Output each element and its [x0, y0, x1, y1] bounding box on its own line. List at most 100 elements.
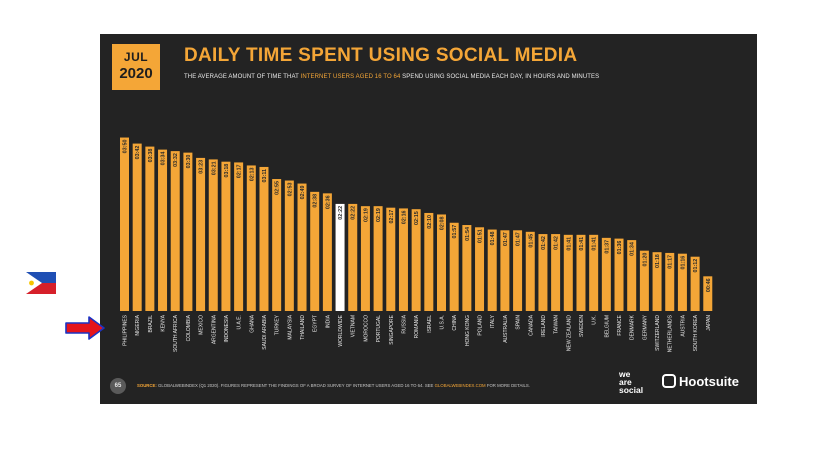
bar-worldwide — [335, 203, 345, 311]
value-label: 01:36 — [617, 241, 623, 255]
bar-denmark — [627, 240, 637, 311]
bar-belgium — [601, 237, 611, 311]
value-label: 01:54 — [465, 227, 471, 241]
category-label: FRANCE — [617, 314, 623, 335]
value-label: 02:19 — [363, 208, 369, 222]
category-label: GHANA — [249, 314, 255, 332]
category-label: INDONESIA — [224, 314, 230, 342]
brand-social: social — [619, 385, 644, 395]
bar-u-k- — [589, 234, 599, 311]
category-label: SPAIN — [516, 315, 522, 330]
category-label: NETHERLANDS — [668, 314, 674, 352]
value-label: 02:49 — [300, 186, 306, 200]
value-label: 01:47 — [503, 232, 509, 246]
value-label: 02:38 — [313, 194, 319, 208]
bar-vietnam — [348, 203, 358, 311]
value-label: 01:51 — [478, 229, 484, 243]
value-label: 02:53 — [287, 183, 293, 197]
bar-italy — [487, 229, 497, 311]
bar-mexico — [196, 157, 206, 311]
bar-nigeria — [132, 143, 142, 311]
value-label: 01:16 — [680, 256, 686, 270]
chart-title: DAILY TIME SPENT USING SOCIAL MEDIA — [184, 45, 578, 66]
value-label: 01:41 — [579, 237, 585, 251]
value-label: 02:13 — [249, 167, 255, 181]
hootsuite-logo: Hootsuite — [662, 374, 739, 389]
value-label: 02:22 — [351, 206, 357, 220]
category-label: MOROCCO — [363, 315, 369, 342]
category-label: SOUTH KOREA — [693, 314, 699, 351]
value-label: 03:11 — [262, 169, 268, 183]
value-label: 02:15 — [414, 211, 420, 225]
bar-sweden — [576, 234, 586, 311]
category-label: SWITZERLAND — [655, 315, 661, 351]
value-label: 03:34 — [161, 152, 167, 166]
bar-morocco — [360, 206, 370, 311]
category-label: KENYA — [161, 314, 167, 331]
bar-taiwan — [551, 234, 561, 311]
category-label: RUSSIA — [401, 314, 407, 333]
value-label: 01:42 — [554, 236, 560, 250]
subtitle-highlight: INTERNET USERS AGED 16 TO 64 — [300, 74, 401, 80]
bar-germany — [639, 250, 649, 311]
category-label: WORLDWIDE — [338, 314, 344, 346]
category-label: SOUTH AFRICA — [173, 314, 179, 352]
bar-saudi-arabia — [259, 166, 269, 311]
source-link[interactable]: GLOBALWEBINDEX.COM — [434, 383, 486, 388]
source-text: GLOBALWEBINDEX (Q1 2020). FIGURES REPRES… — [156, 383, 435, 388]
bar-malaysia — [284, 180, 294, 311]
page-number: 65 — [110, 378, 126, 394]
value-label: 01:12 — [693, 259, 699, 273]
bar-israel — [424, 212, 434, 311]
bar-hong-kong — [462, 225, 472, 311]
category-label: HONG KONG — [465, 315, 471, 346]
category-label: ROMANIA — [414, 314, 420, 338]
bar-france — [614, 238, 624, 311]
value-label: 01:34 — [630, 242, 636, 256]
category-label: SINGAPORE — [389, 314, 395, 344]
value-label: 01:41 — [566, 237, 572, 251]
bar-u-a-e- — [234, 162, 244, 311]
bar-kenya — [158, 149, 168, 311]
bar-china — [449, 222, 459, 311]
value-label: 02:19 — [376, 208, 382, 222]
bar-turkey — [272, 179, 282, 311]
bar-u-s-a- — [437, 214, 446, 311]
owl-icon — [662, 374, 676, 388]
category-label: AUSTRALIA — [503, 314, 509, 342]
value-label: 01:20 — [642, 253, 648, 267]
bar-australia — [500, 230, 510, 311]
category-label: INDIA — [325, 314, 331, 328]
value-label: 01:45 — [528, 234, 534, 248]
red-arrow-icon — [65, 316, 105, 340]
category-label: COLOMBIA — [186, 314, 192, 341]
category-label: BELGIUM — [604, 315, 610, 338]
bar-brazil — [145, 146, 155, 311]
category-label: NEW ZEALAND — [566, 315, 572, 352]
category-label: SWEDEN — [579, 315, 585, 337]
subtitle-pre: THE AVERAGE AMOUNT OF TIME THAT — [184, 74, 301, 80]
bar-singapore — [386, 207, 396, 311]
value-label: 02:17 — [389, 210, 395, 224]
philippines-flag-icon — [26, 272, 56, 294]
subtitle-post: SPEND USING SOCIAL MEDIA EACH DAY, IN HO… — [400, 74, 600, 80]
value-label: 01:41 — [592, 237, 598, 251]
bar-ghana — [246, 165, 256, 311]
value-label: 01:17 — [668, 255, 674, 269]
category-label: GERMANY — [642, 314, 648, 340]
category-label: MALAYSIA — [287, 314, 293, 339]
bar-canada — [525, 231, 535, 311]
bar-chart: 03:50 PHILIPPINES 03:42 NIGERIA 03:38 BRAZIL 0… — [120, 137, 713, 352]
category-label: IRELAND — [541, 315, 547, 337]
category-label: PORTUGAL — [376, 315, 382, 343]
value-label: 02:17 — [237, 164, 243, 178]
bar-japan — [703, 276, 713, 311]
category-label: NIGERIA — [135, 314, 141, 335]
value-label: 01:18 — [655, 254, 661, 268]
bar-spain — [513, 230, 523, 311]
category-label: MEXICO — [199, 315, 205, 335]
bar-romania — [411, 209, 421, 311]
value-label: 01:48 — [490, 232, 496, 246]
bar-ireland — [538, 234, 548, 311]
bar-south-korea — [690, 256, 700, 311]
